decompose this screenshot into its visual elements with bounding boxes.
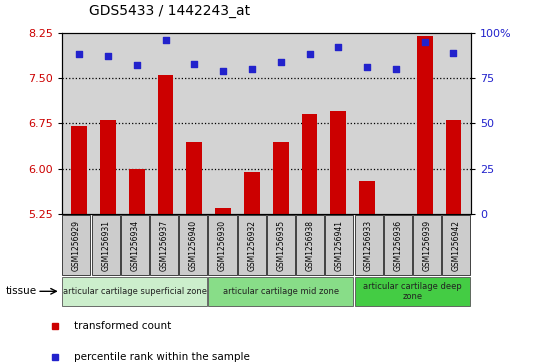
Bar — [91, 215, 119, 275]
Point — [305, 52, 314, 57]
Text: GSM1256931: GSM1256931 — [101, 220, 110, 270]
Text: GDS5433 / 1442243_at: GDS5433 / 1442243_at — [89, 4, 250, 18]
Bar — [238, 215, 266, 275]
Text: GSM1256932: GSM1256932 — [247, 220, 256, 270]
Point — [392, 66, 400, 72]
Bar — [209, 277, 353, 306]
Bar — [186, 142, 202, 214]
Bar — [62, 215, 90, 275]
Point — [363, 64, 371, 70]
Bar — [244, 172, 260, 214]
Text: articular cartilage mid zone: articular cartilage mid zone — [223, 287, 339, 296]
Bar — [355, 277, 470, 306]
Bar — [417, 36, 433, 214]
Text: GSM1256933: GSM1256933 — [364, 220, 373, 270]
Bar — [62, 277, 207, 306]
Bar — [150, 215, 178, 275]
Point — [449, 50, 458, 56]
Text: GSM1256940: GSM1256940 — [189, 220, 198, 270]
Point — [161, 37, 170, 43]
Bar — [359, 181, 375, 214]
Text: articular cartilage deep
zone: articular cartilage deep zone — [363, 282, 462, 301]
Bar — [413, 215, 441, 275]
Bar — [302, 114, 317, 214]
Bar — [296, 215, 324, 275]
Text: GSM1256942: GSM1256942 — [451, 220, 461, 270]
Text: GSM1256929: GSM1256929 — [72, 220, 81, 270]
Text: GSM1256934: GSM1256934 — [130, 220, 139, 270]
Text: percentile rank within the sample: percentile rank within the sample — [74, 352, 250, 362]
Point — [247, 66, 256, 72]
Text: GSM1256937: GSM1256937 — [160, 220, 168, 270]
Point — [190, 61, 199, 66]
Bar — [267, 215, 295, 275]
Bar — [442, 215, 470, 275]
Text: GSM1256939: GSM1256939 — [422, 220, 431, 270]
Point — [420, 39, 429, 45]
Bar — [355, 215, 383, 275]
Point — [104, 53, 112, 59]
Bar — [179, 215, 207, 275]
Bar — [325, 215, 353, 275]
Point — [132, 62, 141, 68]
Point — [334, 44, 343, 50]
Text: GSM1256935: GSM1256935 — [277, 220, 286, 270]
Bar — [330, 111, 346, 214]
Bar — [215, 208, 231, 214]
Text: tissue: tissue — [5, 286, 37, 296]
Text: GSM1256936: GSM1256936 — [393, 220, 402, 270]
Text: GSM1256938: GSM1256938 — [306, 220, 315, 270]
Bar — [384, 215, 412, 275]
Text: GSM1256930: GSM1256930 — [218, 220, 227, 270]
Bar — [209, 215, 237, 275]
Bar — [273, 142, 288, 214]
Text: articular cartilage superficial zone: articular cartilage superficial zone — [63, 287, 207, 296]
Bar — [121, 215, 149, 275]
Bar — [129, 169, 145, 214]
Point — [75, 52, 83, 57]
Bar — [158, 75, 173, 214]
Text: GSM1256941: GSM1256941 — [335, 220, 344, 270]
Point — [277, 59, 285, 65]
Bar — [445, 121, 462, 214]
Point — [219, 68, 228, 74]
Bar — [100, 121, 116, 214]
Bar — [71, 126, 87, 214]
Text: transformed count: transformed count — [74, 321, 172, 331]
